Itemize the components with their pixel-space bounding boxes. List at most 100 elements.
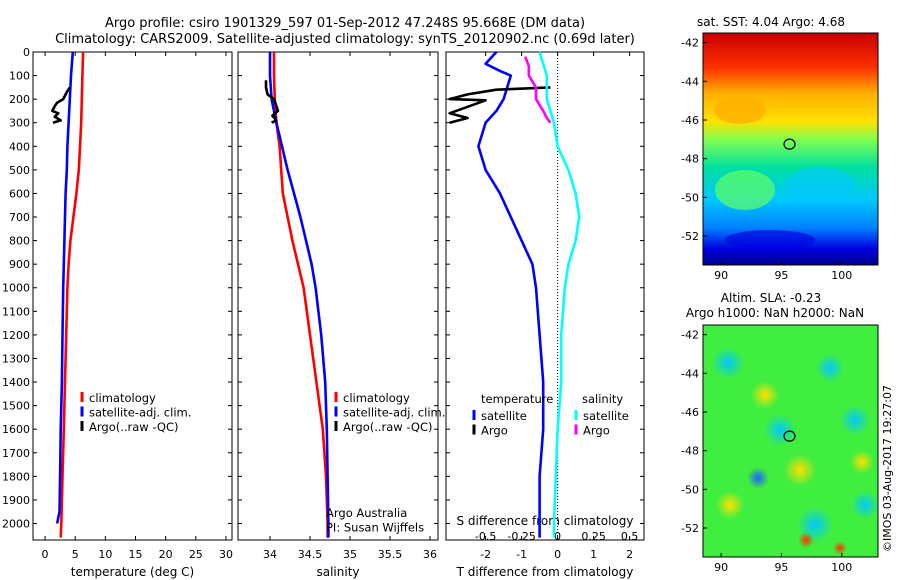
legend-label: Argo	[481, 424, 508, 438]
sla-map-yellow-blob	[784, 454, 816, 486]
sla-map-cyan-blob	[712, 347, 744, 379]
y-tick-label: 700	[9, 211, 30, 224]
map-y-tick-label: -48	[681, 445, 699, 458]
salinity-panel: 34 34.5 35 35.5 36 salinity climatologysatelli…	[237, 51, 445, 579]
x-tick-label: 34.5	[298, 548, 323, 561]
legend-label: Argo	[583, 424, 610, 438]
legend-label: satellite-adj. clim.	[89, 406, 191, 420]
series-line	[538, 51, 581, 538]
sla-map-cyan-blob	[816, 354, 844, 382]
sla-map-yellow-blob	[716, 491, 744, 519]
y-tick-label: 1400	[2, 376, 30, 389]
y-tick-label: 1100	[2, 305, 30, 318]
series-line	[477, 51, 545, 538]
plot-frame	[445, 51, 645, 541]
s-tick-label: 0.25	[581, 530, 606, 543]
series-line	[264, 80, 280, 124]
sst-map-argo-marker	[783, 138, 796, 150]
x-axis-label: T difference from climatology	[456, 565, 634, 579]
map-y-tick-label: -46	[681, 114, 699, 127]
sst-map-axes: 90 95 100 -42 -44 -46 -48 -50 -52	[681, 37, 852, 282]
map-x-tick-label: 90	[714, 269, 728, 282]
panel-annotation: PI: Susan Wijffels	[326, 521, 424, 535]
series-line	[55, 51, 75, 524]
map-y-tick-label: -48	[681, 153, 699, 166]
series-line	[50, 86, 71, 124]
sst-map-title: sat. SST: 4.04 Argo: 4.68	[697, 15, 845, 29]
map-y-tick-label: -44	[681, 367, 699, 380]
series-line	[523, 56, 552, 124]
legend-label: Argo(..raw -QC)	[343, 420, 433, 434]
legend-label: satellite-adj. clim.	[343, 406, 445, 420]
figure-title-line2: Climatology: CARS2009. Satellite-adjuste…	[55, 32, 635, 47]
x-tick-label: 2	[626, 548, 633, 561]
y-tick-label: 1700	[2, 447, 30, 460]
sla-map-cyan-blob	[840, 405, 870, 435]
map-x-tick-label: 100	[831, 561, 852, 574]
map-x-tick-label: 95	[774, 269, 788, 282]
y-tick-label: 100	[9, 70, 30, 83]
y-tick-label: 1800	[2, 470, 30, 483]
x-tick-label: 36	[423, 548, 437, 561]
map-y-tick-label: -50	[681, 191, 699, 204]
x-tick-label: 34	[263, 548, 277, 561]
plot-frame	[237, 51, 439, 541]
y-tick-label: 1300	[2, 352, 30, 365]
y-tick-label: 1900	[2, 494, 30, 507]
sla-map: Altim. SLA: -0.23 Argo h1000: NaN h2000:…	[681, 291, 879, 574]
imos-timestamp: ©IMOS 03-Aug-2017 19:27:07	[881, 385, 894, 552]
sla-map-title: Altim. SLA: -0.23	[721, 291, 821, 305]
y-tick-label: 400	[9, 140, 30, 153]
legend-label: Argo(..raw -QC)	[89, 420, 179, 434]
sla-map-argo-marker	[783, 430, 796, 442]
x-axis-label: salinity	[316, 565, 359, 579]
sla-map-yellow-blob	[850, 450, 874, 474]
map-y-tick-label: -44	[681, 75, 699, 88]
map-y-tick-label: -42	[681, 329, 699, 342]
sst-map-warm-patch	[714, 96, 766, 124]
difference-panel: -2 -1 0 1 2 T difference from climatology -0.5…	[445, 51, 645, 579]
x-tick-label: 30	[219, 548, 233, 561]
y-tick-label: 1600	[2, 423, 30, 436]
series-line	[59, 51, 85, 538]
legend-label: satellite	[583, 409, 629, 423]
y-tick-label: 600	[9, 187, 30, 200]
sla-map-blue-blob	[747, 467, 769, 489]
map-x-tick-label: 100	[831, 269, 852, 282]
s-tick-label: 0.5	[621, 530, 639, 543]
y-tick-label: 500	[9, 164, 30, 177]
map-y-tick-label: -46	[681, 406, 699, 419]
x-tick-label: 0	[554, 548, 561, 561]
x-tick-label: 20	[159, 548, 173, 561]
s-tick-label: -0.25	[507, 530, 535, 543]
legend-label: satellite	[481, 409, 527, 423]
map-y-tick-label: -42	[681, 37, 699, 50]
y-tick-label: 800	[9, 235, 30, 248]
sst-map: sat. SST: 4.04 Argo: 4.68 90 95 100 -42 -44 -…	[681, 15, 879, 282]
x-tick-label: 1	[590, 548, 597, 561]
x-axis-label: temperature (deg C)	[71, 565, 194, 579]
legend-label: climatology	[89, 391, 156, 405]
map-y-tick-label: -52	[681, 522, 699, 535]
s-axis-label: S difference from climatology	[457, 514, 634, 528]
sla-map-yellow-blob	[751, 381, 779, 409]
y-tick-label: 1500	[2, 400, 30, 413]
y-tick-label: 0	[23, 46, 30, 59]
figure-title-line1: Argo profile: csiro 1901329_597 01-Sep-2…	[105, 16, 585, 31]
sla-map-frame	[702, 324, 879, 558]
sst-map-cyan-patch	[785, 167, 855, 203]
x-tick-label: 35.5	[378, 548, 403, 561]
sla-map-red-blob	[798, 532, 814, 548]
sst-map-green-patch	[715, 170, 775, 210]
y-tick-label: 2000	[2, 517, 30, 530]
map-x-tick-label: 95	[774, 561, 788, 574]
legend-label: climatology	[343, 391, 410, 405]
sla-map-subtitle: Argo h1000: NaN h2000: NaN	[686, 306, 864, 320]
map-x-tick-label: 90	[714, 561, 728, 574]
x-tick-label: 10	[98, 548, 112, 561]
y-tick-label: 900	[9, 258, 30, 271]
sla-map-cyan-blob	[764, 414, 796, 446]
temperature-panel: 0100200300400500600700800900100011001200…	[2, 46, 233, 579]
s-tick-label: -0.5	[475, 530, 496, 543]
